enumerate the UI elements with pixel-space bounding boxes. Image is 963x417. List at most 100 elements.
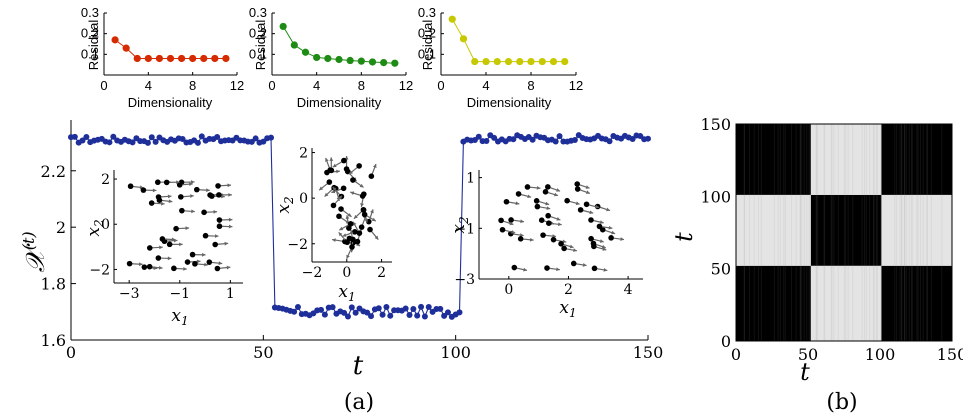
residual-plot-2: Residual Dimensionality 0 4 8 12 0.1 0.2 0.3 [249,5,413,110]
inset-2-arrowhead [349,229,354,234]
inset-1-xtick-label: 1 [226,286,235,302]
residual-1-point [222,54,230,63]
residual-2-axes [271,13,406,76]
heatmap-xtick-label: 150 [937,345,963,364]
inset-1-ytick-label: −2 [89,262,110,278]
inset-2-arrowhead [336,169,340,174]
inset-2-xlabel: x1 [338,282,355,304]
inset-1-xtick-label: −1 [169,286,190,302]
inset-1-arrowhead [228,192,232,197]
inset-3-point [583,201,590,208]
main-series-point [129,139,136,146]
inset-3-arrowhead [511,230,516,234]
main-series-point [148,134,155,141]
heatmap-block [881,265,952,341]
main-ylabel: 𝒳(t) [19,231,51,272]
residual-1-ytick-label: 0.1 [81,46,99,61]
inset-2-point [330,202,337,209]
residual-2-xtick-label: 8 [358,78,365,93]
inset-1-arrowhead [183,266,187,271]
heatmap-block [736,194,811,266]
inset-1-arrowhead [138,262,143,267]
inset-2-arrowhead [338,195,343,200]
inset-2-arrowhead [346,254,350,259]
main-series-point [344,313,351,320]
heatmap-ytick-label: 50 [711,260,731,279]
inset-1-point [202,232,209,239]
inset-3-arrowhead [556,267,560,272]
inset-2-arrowhead [332,238,336,243]
residual-3-ytick-label: 0.1 [418,46,436,61]
residual-2-point [380,59,388,67]
residual-2-point [301,48,310,56]
inset-1-arrowhead [139,185,144,190]
inset-3-arrowhead [558,222,562,227]
main-series-point [268,134,275,141]
inset-3-point [546,220,552,226]
inset-1-arrowhead [228,224,233,229]
inset-1-ytick-label: 2 [101,172,110,188]
inset-2-point [340,185,347,192]
inset-2-arrowhead [342,233,347,237]
inset-1-marks [126,179,233,272]
residual-1-ylabel: Residual [86,20,101,71]
inset-3-ytick-label: −1 [454,221,475,237]
residual-2-point [335,55,343,64]
inset-2-point [358,224,365,230]
inset-2-arrowhead [372,164,377,169]
main-series-point [645,135,651,142]
inset-1-arrowhead [202,252,206,257]
inset-2-point [361,211,368,218]
residual-3-point [471,57,479,66]
inset-3-point [591,265,598,272]
inset-3-arrowhead [608,225,613,230]
inset-2-point [350,236,356,243]
inset-1-point [176,182,183,188]
heatmap-block [810,124,882,195]
inset-3-arrowhead [603,267,608,272]
inset-plot-3: 0 2 4 −3 −1 1 x1 x2 [449,170,644,320]
inset-3-point [588,217,594,223]
main-ytick-label: 1.6 [41,331,66,350]
inset-3-point [596,223,603,230]
inset-2-point [346,225,352,231]
inset-3-point [564,197,570,204]
inset-1-arrowhead [204,262,208,267]
inset-1-point [208,193,215,199]
inset-1-point [155,194,162,200]
inset-2-point [349,244,355,250]
inset-2-point [338,206,344,212]
inset-2-arrowhead [331,189,336,194]
main-series-point [383,303,390,310]
heatmap-ylabel: t [670,232,698,242]
heatmap-frame [735,123,953,342]
inset-2-arrowhead [332,163,337,168]
inset-3-point [515,191,522,197]
inset-3-point [590,240,597,247]
inset-3-point [574,181,581,187]
inset-2-point [368,173,375,179]
inset-1-point [193,186,200,193]
inset-1-arrowhead [221,194,225,199]
main-ytick-label: 1.8 [41,275,66,294]
residual-1-marks [111,36,230,63]
inset-1-ticks: −3 −1 1 −2 0 2 [89,172,234,302]
main-series-point [475,133,482,140]
residual-3-point [516,57,524,66]
inset-3-point [540,232,546,238]
inset-2-arrowhead [324,192,329,197]
inset-1-point [201,209,207,216]
inset-1-point [159,236,166,242]
inset-1-arrowhead [168,199,173,204]
main-series-point [368,313,375,320]
inset-2-point [360,207,367,213]
main-series-point [71,133,78,140]
residual-3-ytick-label: 0.3 [418,5,436,20]
inset-2-marks [318,156,379,260]
heatmap-block [881,124,952,195]
heatmap-block [881,194,952,266]
inset-2-arrowhead [353,221,357,226]
main-series-point [387,312,394,319]
